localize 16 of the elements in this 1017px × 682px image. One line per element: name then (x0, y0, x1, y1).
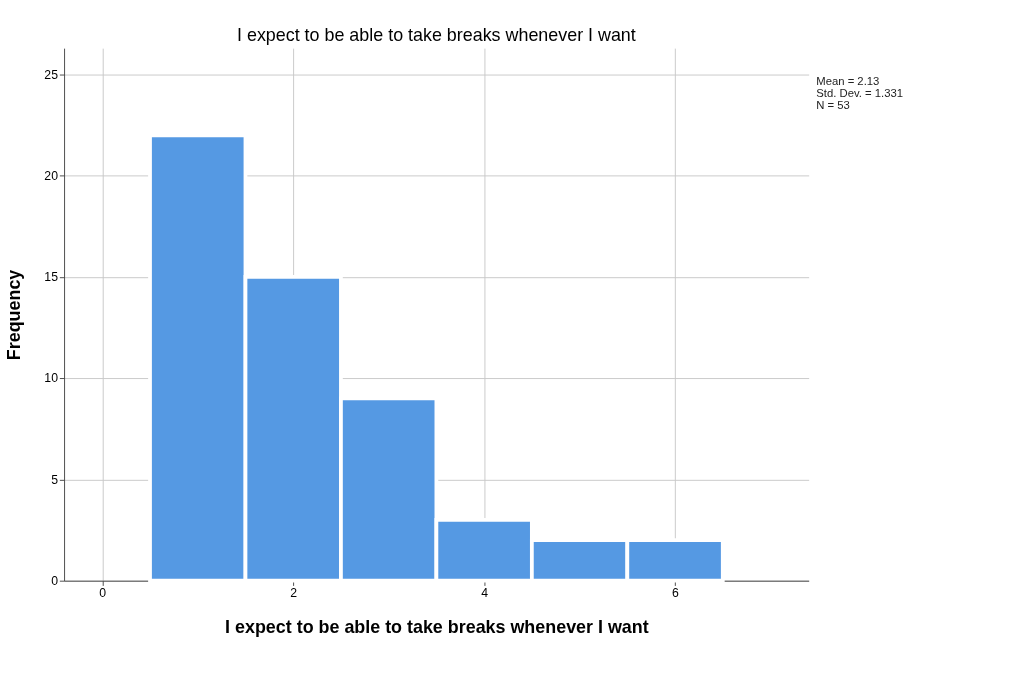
y-tick-label: 10 (44, 371, 59, 386)
x-tick-label: 2 (290, 586, 298, 601)
x-tick-label: 6 (672, 586, 680, 601)
text: N = 53 (816, 99, 850, 112)
x-tick-label: 0 (99, 586, 107, 601)
x-axis-title: I expect to be able to take breaks whenever I want (225, 617, 649, 638)
text: Mean = 2.13 (816, 74, 880, 87)
chart-title: I expect to be able to take breaks whenever I want (236, 24, 636, 45)
text: Std. Dev. = 1.331 (816, 87, 904, 100)
y-tick-label: 25 (44, 67, 59, 82)
y-axis-title: Frequency (3, 269, 24, 361)
y-tick-label: 0 (51, 573, 59, 588)
y-tick-label: 15 (44, 270, 59, 285)
x-tick-label: 4 (481, 586, 489, 601)
y-tick-label: 5 (51, 472, 59, 487)
y-tick-label: 20 (44, 168, 59, 183)
